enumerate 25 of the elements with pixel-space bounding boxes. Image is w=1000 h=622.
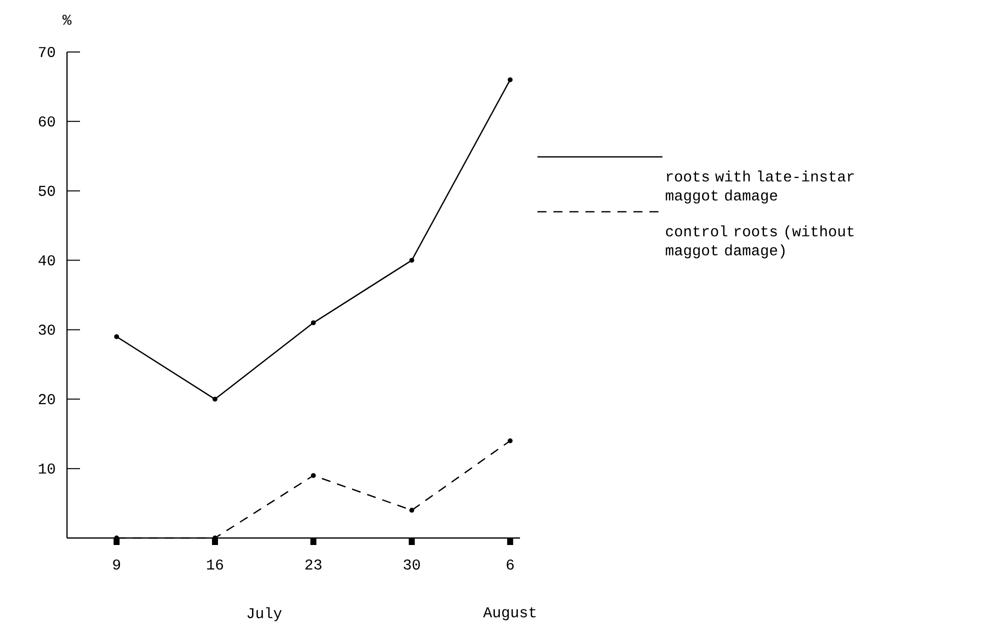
y-tick-label: 40 <box>38 255 55 266</box>
y-tick-label: 70 <box>38 46 55 58</box>
point <box>310 320 316 326</box>
text: control roots (without maggot damage) <box>666 225 854 258</box>
x-tick-label: 23 <box>305 559 322 570</box>
x-tick-label: 30 <box>404 559 420 570</box>
x-tick-label: 9 <box>113 559 120 570</box>
text: August <box>483 607 536 620</box>
point <box>310 473 316 478</box>
point <box>114 334 120 340</box>
point <box>508 438 513 444</box>
y-tick-label: 60 <box>38 116 55 127</box>
point <box>409 508 414 513</box>
point <box>409 258 414 263</box>
point <box>212 396 218 402</box>
x-tick-label: 16 <box>207 559 224 570</box>
x-tick-label: 6 <box>506 559 514 570</box>
y-axis-title: % <box>62 14 72 25</box>
text: roots with late-instar maggot damage <box>666 170 854 204</box>
text: July <box>247 607 282 622</box>
y-tick-label: 30 <box>38 324 55 335</box>
y-tick-label: 20 <box>38 394 55 404</box>
point <box>508 77 513 82</box>
y-tick-label: 50 <box>38 186 55 196</box>
y-tick-label: 10 <box>38 463 55 474</box>
